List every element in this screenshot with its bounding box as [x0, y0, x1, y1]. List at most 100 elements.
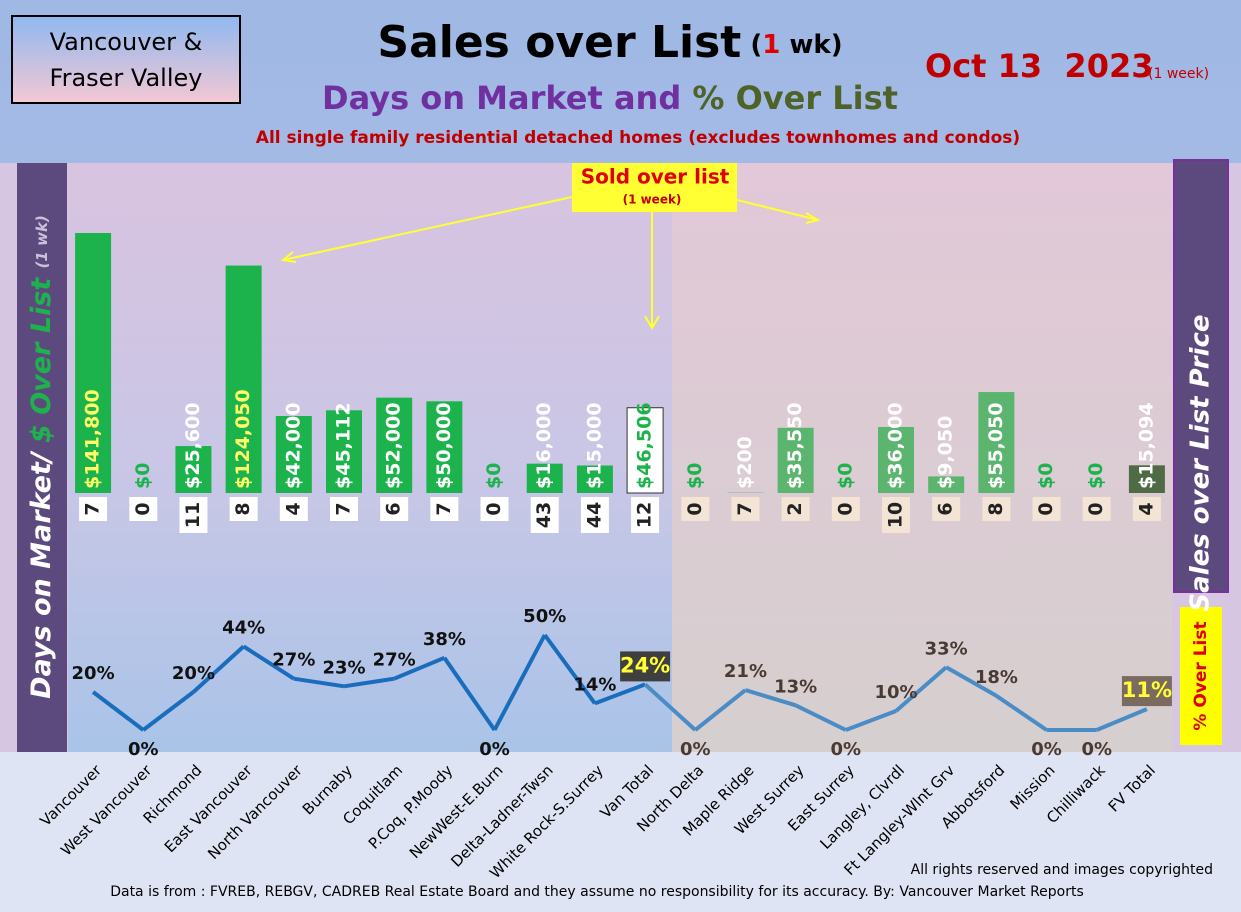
pct-line: [794, 703, 847, 732]
pct-label: 50%: [523, 606, 566, 627]
days-box: [932, 497, 961, 521]
region-box: [11, 15, 241, 104]
pct-label: 0%: [128, 739, 159, 760]
bar: [175, 446, 212, 493]
bar-value-label: $46,506: [634, 402, 656, 489]
days-box: [631, 497, 660, 533]
bar-value-label: $45,112: [333, 402, 355, 489]
bar-value-label: $42,000: [282, 402, 304, 489]
days-box: [430, 497, 459, 521]
note: All single family residential detached h…: [256, 128, 1020, 148]
pct-line: [293, 676, 345, 689]
bar-value-label: $0: [132, 463, 154, 489]
bar-value-label: $15,094: [1135, 402, 1157, 489]
bar: [576, 465, 613, 493]
pct-line: [594, 682, 646, 706]
pct-line: [945, 665, 998, 698]
pct-label-bg: [620, 651, 671, 682]
bar-value-label: $9,050: [935, 416, 957, 489]
pct-line: [91, 690, 145, 732]
bar: [626, 407, 664, 494]
pct-label: 27%: [272, 650, 315, 671]
bar: [526, 463, 563, 493]
days-label: 4: [1135, 502, 1157, 515]
pct-label: 10%: [874, 682, 917, 703]
pct-line: [142, 690, 195, 732]
pct-label: 0%: [831, 739, 862, 760]
region: Fraser Valley: [50, 64, 203, 92]
pct-label: 38%: [423, 629, 466, 650]
bar: [75, 233, 112, 493]
bar-value-label: $0: [1035, 463, 1057, 489]
bar: [928, 476, 965, 493]
pct-label: 20%: [172, 663, 215, 684]
callout-box: [572, 163, 737, 212]
days-box: [380, 497, 409, 521]
bar-value-label: $0: [684, 463, 706, 489]
days-label: 0: [1085, 502, 1107, 515]
pct-line: [242, 644, 295, 681]
pct-line: [442, 656, 497, 732]
pct-label: % Over List: [1191, 621, 1211, 730]
days-label: 7: [82, 502, 104, 515]
bar-value-label: $200: [734, 436, 756, 489]
days-box: [1132, 497, 1161, 521]
pct-label-bg: [1121, 676, 1172, 707]
days-box: [731, 497, 760, 521]
days-box: [681, 497, 710, 521]
y-axis-label: Days on Market/ $ Over List (1 wk): [26, 215, 57, 699]
date: Oct 13 2023: [925, 47, 1153, 85]
days-label: 4: [282, 502, 304, 515]
days-box: [1032, 497, 1061, 521]
days-box: [279, 497, 308, 521]
pct-label: 21%: [724, 661, 767, 682]
bar-value-label: $36,000: [885, 402, 907, 489]
days-box: [129, 497, 158, 521]
days-label: 8: [232, 502, 254, 515]
days-label: 44: [583, 502, 605, 528]
bar: [275, 415, 312, 493]
days-label: 11: [182, 502, 204, 528]
days-label: 6: [935, 502, 957, 515]
pct-label: 0%: [1081, 739, 1112, 760]
bar: [878, 426, 914, 493]
pct-label: 0%: [479, 739, 510, 760]
days-box: [882, 497, 910, 533]
bar-value-label: $55,050: [985, 402, 1007, 489]
bar: [777, 427, 814, 493]
days-box: [831, 497, 860, 521]
days-box: [330, 497, 358, 521]
callout: (1 week): [623, 193, 682, 207]
pct-line: [894, 665, 948, 713]
bar: [1128, 465, 1165, 493]
pct-line: [694, 688, 747, 732]
fv-area: [672, 163, 1172, 752]
days-box: [982, 497, 1011, 521]
pct-label: 27%: [373, 650, 416, 671]
pct-label: 18%: [975, 667, 1018, 688]
pct-line: [643, 682, 697, 732]
pct-label: 23%: [322, 657, 365, 678]
days-label: 0: [1035, 502, 1057, 515]
days-label: 7: [734, 502, 756, 515]
bar-value-label: $16,000: [533, 402, 555, 489]
pct-line: [744, 688, 797, 708]
bar-value-label: $0: [1085, 463, 1107, 489]
days-label: 2: [784, 502, 806, 515]
pct-line: [995, 694, 1048, 732]
bar-value-label: $141,800: [82, 389, 104, 489]
bar: [225, 265, 262, 493]
days-label: 0: [684, 502, 706, 515]
pct-line: [393, 655, 446, 681]
footer: All rights reserved and images copyright…: [911, 862, 1213, 878]
pct-line: [343, 676, 395, 689]
pct-line: [543, 633, 597, 705]
days-box: [580, 497, 609, 533]
days-label: 43: [533, 502, 555, 528]
pct-label: 13%: [774, 676, 817, 697]
bar-value-label: $15,000: [583, 402, 605, 489]
pct-label: 20%: [72, 663, 115, 684]
pct-label: 0%: [1031, 739, 1062, 760]
callout: Sold over list: [581, 165, 730, 189]
days-box: [530, 497, 559, 533]
